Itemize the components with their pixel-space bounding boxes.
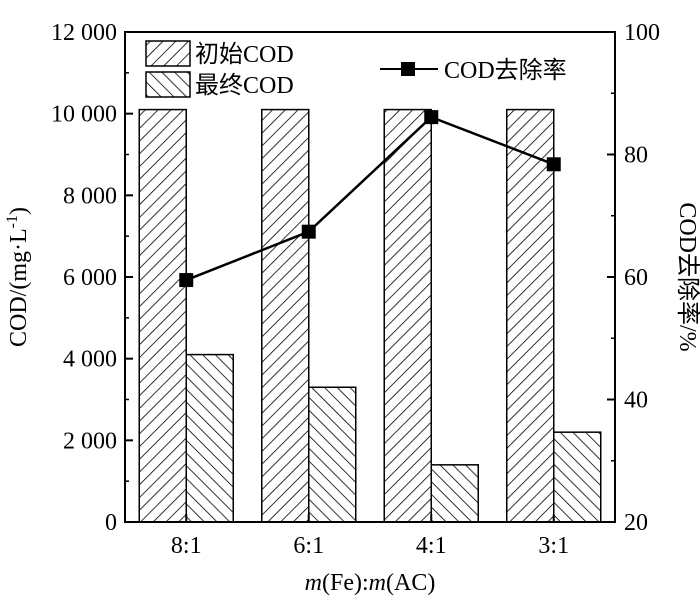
legend-label-final-cod: 最终COD xyxy=(195,72,294,99)
left-axis-title-superscript: -1 xyxy=(4,215,21,228)
x-axis-title: m(Fe):m(AC) xyxy=(305,570,436,596)
removal-rate-marker-4-1 xyxy=(424,110,439,125)
removal-rate-marker-8-1 xyxy=(179,273,194,288)
bar-final-cod-3-1 xyxy=(553,431,602,523)
x-tick-label: 8:1 xyxy=(171,533,202,559)
bar-initial-cod-3-1 xyxy=(506,108,555,523)
right-tick-label: 20 xyxy=(624,510,648,536)
x-axis-title-part: (AC) xyxy=(386,570,435,596)
right-tick-label: 60 xyxy=(624,265,648,291)
legend-label-removal-rate: COD去除率 xyxy=(444,57,567,84)
bar-final-cod-6-1 xyxy=(308,386,357,523)
x-tick-label: 3:1 xyxy=(538,533,569,559)
right-tick-label: 100 xyxy=(624,20,660,46)
legend-label-initial-cod: 初始COD xyxy=(195,41,294,68)
removal-rate-line xyxy=(185,115,555,282)
removal-rate-marker-6-1 xyxy=(301,224,316,239)
left-tick-label: 8 000 xyxy=(63,183,117,209)
bar-initial-cod-6-1 xyxy=(261,108,310,523)
left-tick-label: 10 000 xyxy=(51,102,117,128)
bars-layer xyxy=(138,108,602,523)
left-tick-label: 6 000 xyxy=(63,265,117,291)
x-axis: 8:1 6:1 4:1 3:1 xyxy=(171,514,569,559)
right-tick-label: 40 xyxy=(624,388,648,414)
right-axis-title: COD去除率/% xyxy=(674,202,700,351)
right-tick-label: 80 xyxy=(624,143,648,169)
x-tick-label: 6:1 xyxy=(293,533,324,559)
x-axis-title-part: m xyxy=(369,570,386,596)
x-tick-label: 4:1 xyxy=(416,533,447,559)
removal-rate-line-layer xyxy=(179,110,561,288)
bar-initial-cod-4-1 xyxy=(383,108,432,523)
left-tick-label: 12 000 xyxy=(51,20,117,46)
x-axis-title-part: (Fe): xyxy=(322,570,369,596)
x-axis-title-part: m xyxy=(305,570,322,596)
left-tick-label: 4 000 xyxy=(63,347,117,373)
legend: 初始COD 最终COD COD去除率 xyxy=(145,40,567,99)
left-tick-label: 2 000 xyxy=(63,428,117,454)
legend-marker-removal-rate xyxy=(401,62,415,76)
left-tick-label: 0 xyxy=(105,510,117,536)
left-axis-title: COD/(mg·L-1) xyxy=(4,207,32,347)
left-y-axis: 0 2 000 4 000 6 000 8 000 10 000 12 000 xyxy=(51,20,133,536)
removal-rate-marker-3-1 xyxy=(546,157,561,172)
right-y-axis: 20 40 60 80 100 xyxy=(607,20,660,536)
legend-swatch-final-cod xyxy=(145,71,191,98)
bar-initial-cod-8-1 xyxy=(138,108,187,523)
bar-final-cod-4-1 xyxy=(430,464,479,523)
bar-final-cod-8-1 xyxy=(185,353,234,523)
legend-swatch-initial-cod xyxy=(145,40,191,67)
